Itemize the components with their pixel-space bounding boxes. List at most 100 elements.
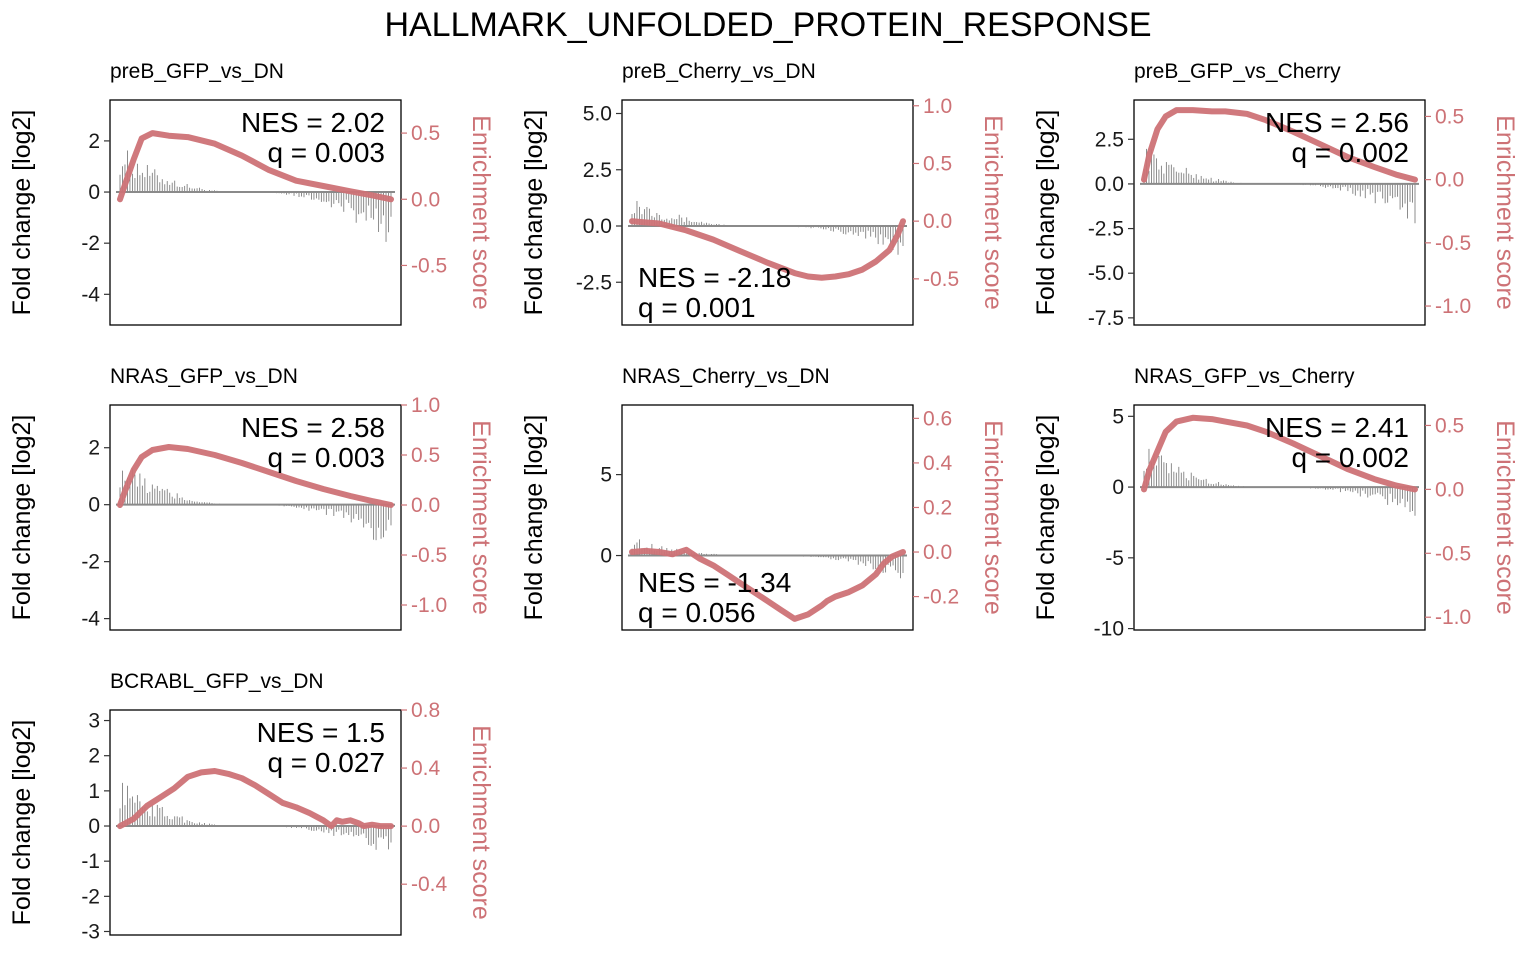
y-axis-label-right: Enrichment score — [1491, 420, 1519, 615]
enrichment-score-line — [629, 218, 906, 281]
left-tick-label: 5.0 — [583, 103, 612, 126]
right-tick-label: 0.6 — [923, 407, 952, 430]
right-tick-label: 0.0 — [923, 210, 952, 233]
y-axis-label-right: Enrichment score — [979, 420, 1007, 615]
left-tick-label: 2.5 — [583, 159, 612, 182]
left-tick-label: -3 — [81, 920, 100, 943]
right-tick-label: 0.0 — [1435, 169, 1464, 192]
y-axis-label-right: Enrichment score — [979, 115, 1007, 310]
panel-frame — [621, 404, 914, 631]
left-tick-label: -4 — [81, 283, 100, 306]
left-tick-label: 3 — [88, 710, 100, 733]
right-tick-label: 0.5 — [411, 444, 440, 467]
left-tick-label: -2 — [81, 551, 100, 574]
right-tick-label: -0.5 — [1435, 232, 1471, 255]
enrichment-score-line — [1141, 414, 1418, 493]
left-tick-label: -2.5 — [1088, 218, 1124, 241]
enrichment-score-line — [1141, 107, 1418, 183]
y-axis-label-right: Enrichment score — [467, 725, 495, 920]
right-tick-label: -0.5 — [411, 254, 447, 277]
y-axis-label-left: Fold change [log2] — [8, 720, 36, 926]
left-tick-label: -1 — [81, 850, 100, 873]
q-value-annotation: q = 0.002 — [1291, 137, 1409, 168]
left-tick-label: 2.5 — [1095, 128, 1124, 151]
q-value-annotation: q = 0.003 — [267, 442, 385, 473]
right-tick-label: 0.0 — [1435, 478, 1464, 501]
enrichment-score-line — [117, 444, 394, 508]
nes-annotation: NES = -2.18 — [638, 262, 791, 293]
panel-frame — [109, 709, 402, 936]
enrichment-score-line — [117, 768, 394, 830]
right-tick-label: 0.5 — [923, 152, 952, 175]
left-tick-label: -5 — [1105, 547, 1124, 570]
q-value-annotation: q = 0.003 — [267, 137, 385, 168]
left-tick-label: 1 — [88, 780, 100, 803]
left-tick-label: 0 — [88, 181, 100, 204]
right-tick-label: -0.4 — [411, 873, 448, 896]
panel-title: preB_GFP_vs_Cherry — [1134, 60, 1341, 83]
enrichment-score-line — [117, 130, 394, 203]
gsea-panel-7: BCRABL_GFP_vs_DN 3 2 1 0 -1 -2 -3 0.8 0.4 0.0 -0.4 F… — [8, 670, 495, 943]
nes-annotation: NES = 2.58 — [241, 412, 385, 443]
nes-annotation: NES = 2.02 — [241, 107, 385, 138]
nes-annotation: NES = 1.5 — [257, 717, 385, 748]
panel-frame — [621, 99, 914, 326]
right-tick-label: -1.0 — [1435, 606, 1471, 629]
nes-annotation: NES = 2.41 — [1265, 412, 1409, 443]
y-axis-label-left: Fold change [log2] — [520, 415, 548, 621]
right-tick-label: -0.5 — [923, 268, 959, 291]
left-tick-label: -10 — [1094, 618, 1124, 641]
left-tick-label: 0.0 — [1095, 173, 1124, 196]
right-tick-label: 0.5 — [1435, 414, 1464, 437]
left-tick-label: -4 — [81, 608, 100, 631]
panel-title: BCRABL_GFP_vs_DN — [110, 670, 324, 693]
y-axis-label-left: Fold change [log2] — [8, 415, 36, 621]
q-value-annotation: q = 0.056 — [638, 597, 756, 628]
nes-annotation: NES = 2.56 — [1265, 107, 1409, 138]
left-tick-label: 2 — [88, 437, 100, 460]
y-axis-label-right: Enrichment score — [467, 420, 495, 615]
panel-title: NRAS_GFP_vs_Cherry — [1134, 365, 1355, 388]
panel-title: NRAS_GFP_vs_DN — [110, 365, 298, 388]
right-tick-label: 0.5 — [1435, 105, 1464, 128]
right-tick-label: 1.0 — [923, 95, 952, 118]
right-tick-label: -0.5 — [1435, 542, 1471, 565]
right-tick-label: -0.5 — [411, 544, 447, 567]
y-axis-label-left: Fold change [log2] — [520, 110, 548, 316]
left-tick-label: 5 — [1112, 405, 1124, 428]
left-tick-label: 2 — [88, 745, 100, 768]
panel-title: NRAS_Cherry_vs_DN — [622, 365, 830, 388]
left-tick-label: 0 — [88, 815, 100, 838]
right-tick-label: 0.4 — [923, 452, 953, 475]
gsea-panel-5: NRAS_Cherry_vs_DN 5 0 0.6 0.4 0.2 0.0 -0.2 Fold … — [520, 365, 1007, 631]
right-tick-label: 1.0 — [411, 394, 440, 417]
right-tick-label: 0.0 — [411, 188, 440, 211]
gsea-panel-1: preB_GFP_vs_DN 2 0 -2 -4 0.5 0.0 -0.5 Fold chang… — [8, 60, 495, 326]
right-tick-label: -1.0 — [411, 594, 447, 617]
nes-annotation: NES = -1.34 — [638, 567, 791, 598]
right-tick-label: 0.2 — [923, 496, 952, 519]
left-tick-label: -5.0 — [1088, 262, 1124, 285]
left-tick-label: -7.5 — [1088, 307, 1124, 330]
q-value-annotation: q = 0.001 — [638, 292, 756, 323]
left-tick-label: -2.5 — [576, 271, 612, 294]
panel-frame — [109, 404, 402, 631]
right-tick-label: 0.4 — [411, 757, 441, 780]
right-tick-label: 0.8 — [411, 699, 440, 722]
right-tick-label: -1.0 — [1435, 295, 1471, 318]
right-tick-label: -0.2 — [923, 586, 959, 609]
left-tick-label: 0 — [600, 545, 612, 568]
figure-title: HALLMARK_UNFOLDED_PROTEIN_RESPONSE — [384, 6, 1151, 44]
y-axis-label-left: Fold change [log2] — [8, 110, 36, 316]
gsea-panel-4: NRAS_GFP_vs_DN 2 0 -2 -4 1.0 0.5 0.0 -0.5 -1.0 Fol… — [8, 365, 495, 631]
gsea-panel-3: preB_GFP_vs_Cherry 2.5 0.0 -2.5 -5.0 -7.5 0.5 0… — [1032, 60, 1519, 330]
right-tick-label: 0.0 — [411, 494, 440, 517]
right-tick-label: 0.5 — [411, 122, 440, 145]
left-tick-label: 0 — [1112, 476, 1124, 499]
y-axis-label-left: Fold change [log2] — [1032, 415, 1060, 621]
panel-frame — [1133, 404, 1426, 631]
gsea-panel-6: NRAS_GFP_vs_Cherry 5 0 -5 -10 0.5 0.0 -0.5 -1.0 F… — [1032, 365, 1519, 641]
left-tick-label: 0.0 — [583, 215, 612, 238]
enrichment-score-line — [629, 546, 906, 622]
left-tick-label: 0 — [88, 494, 100, 517]
